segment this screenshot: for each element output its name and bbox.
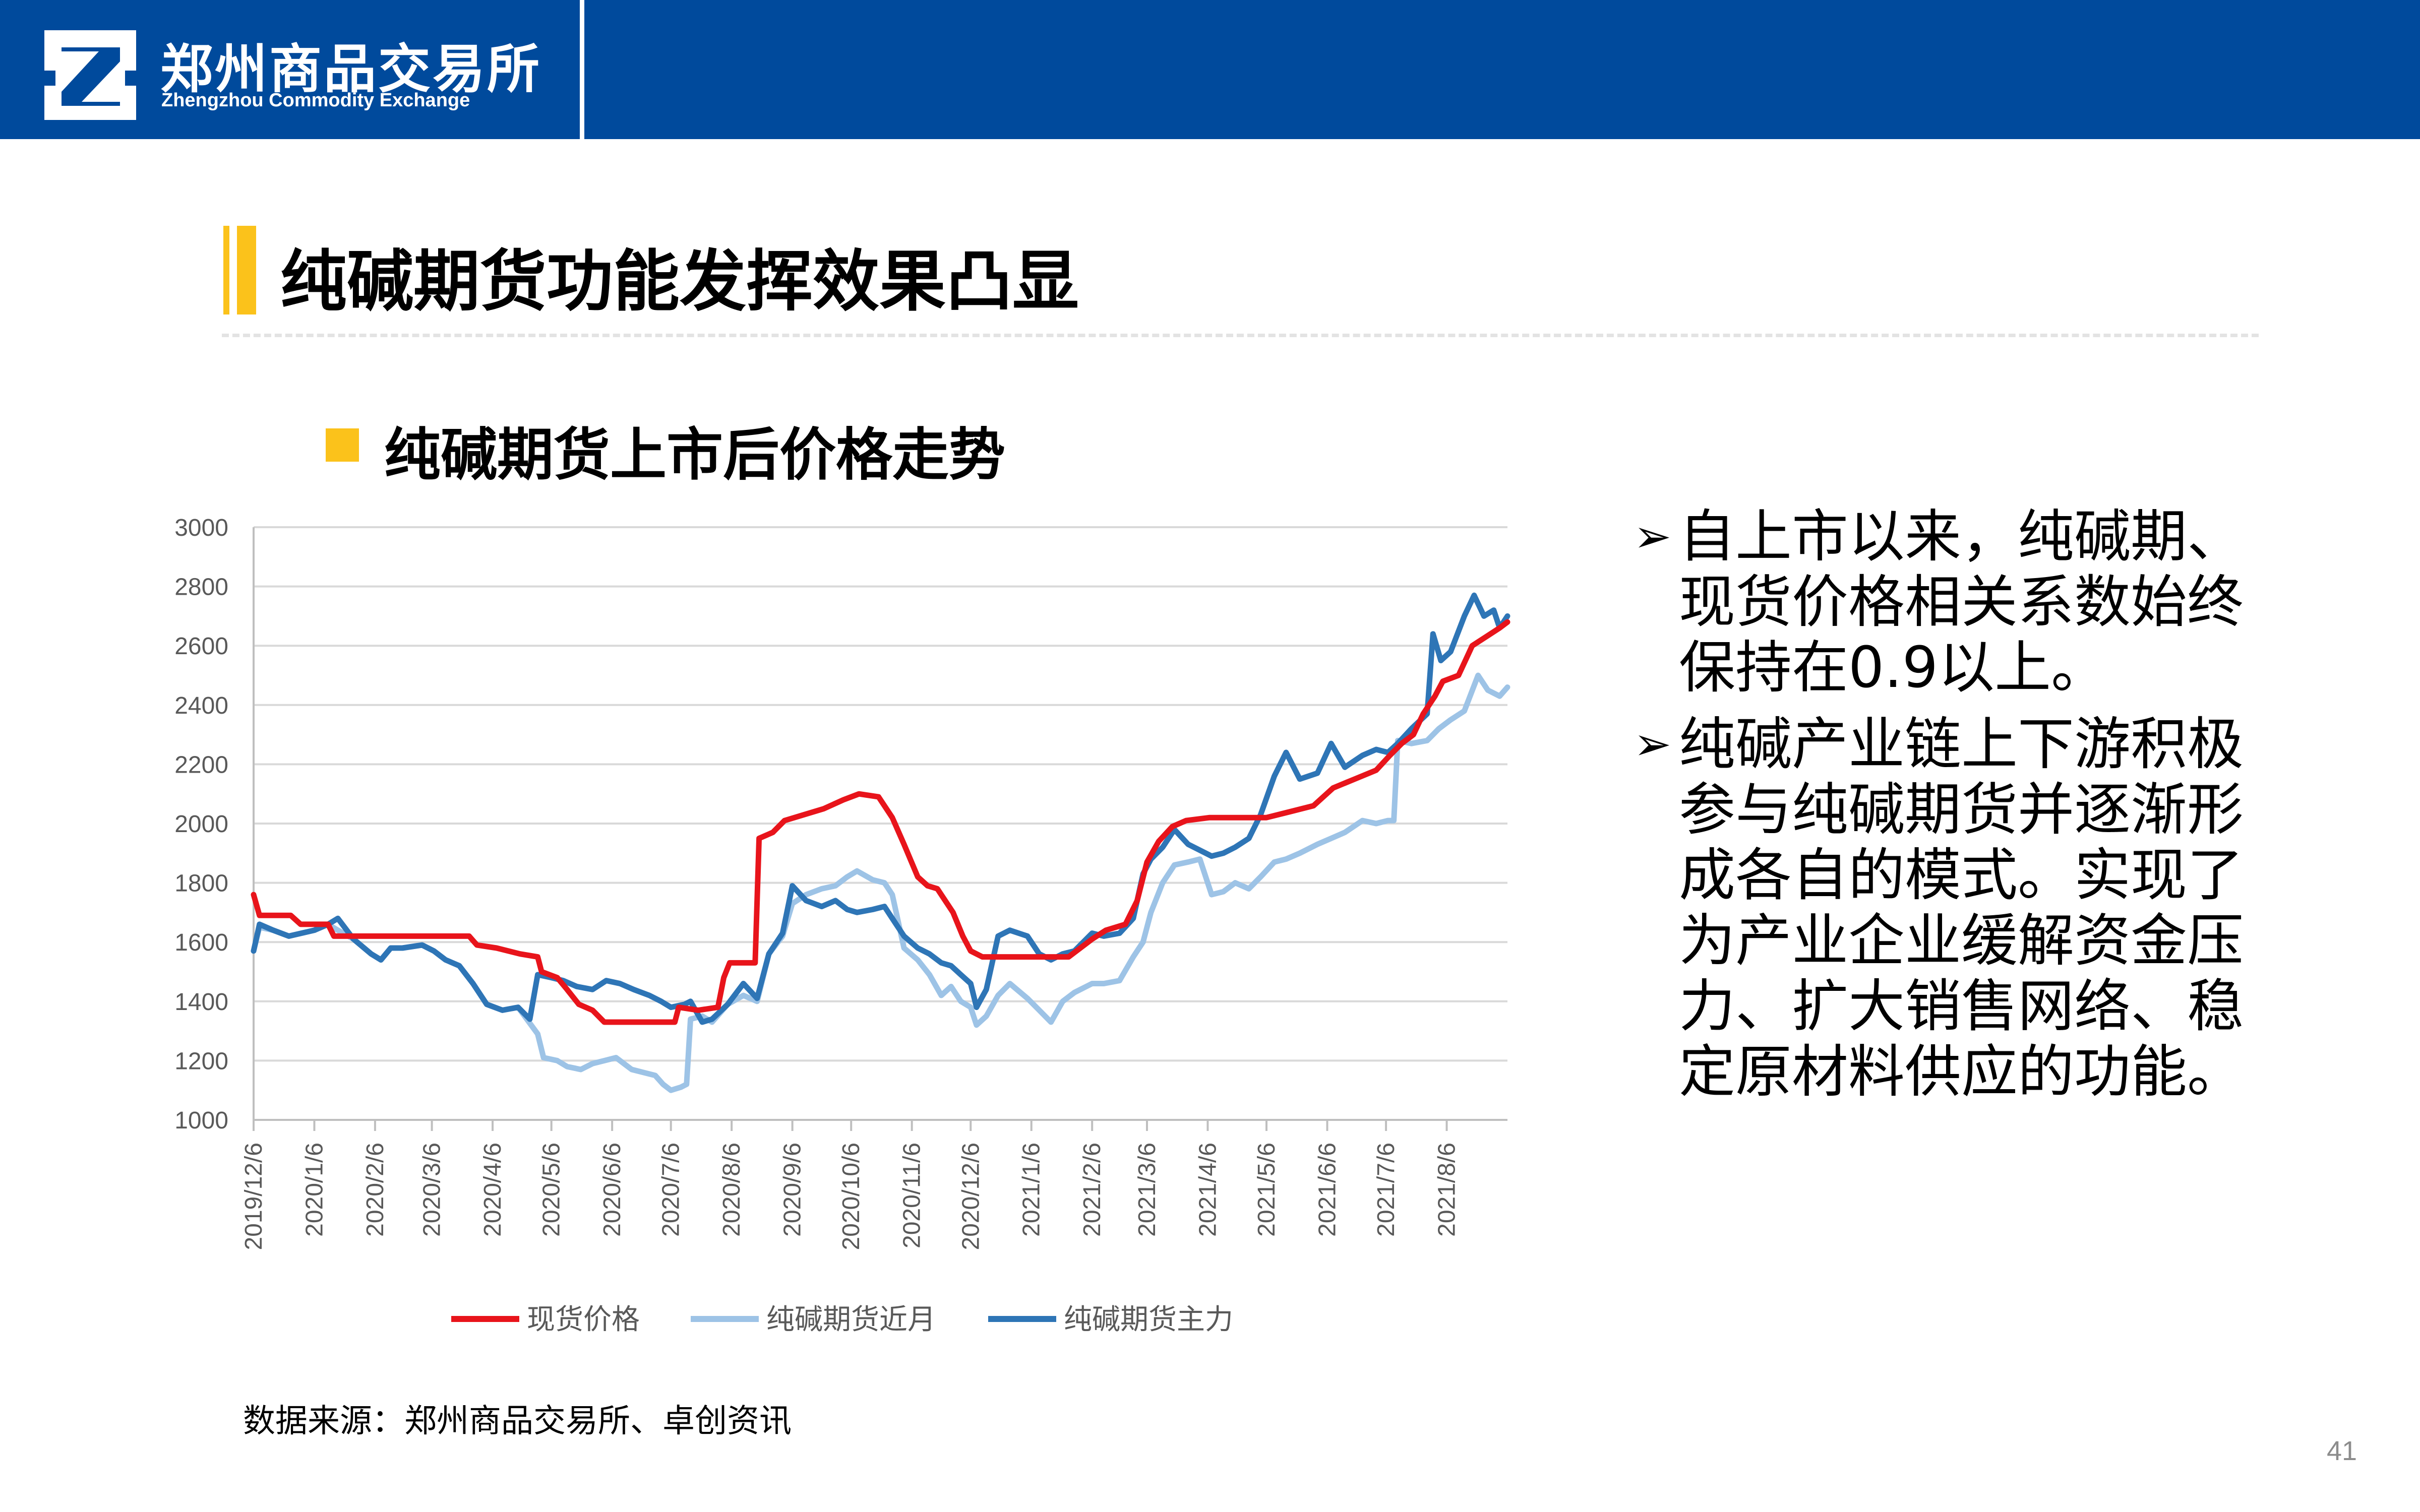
chart-series — [251, 592, 1510, 1093]
y-tick-label: 3000 — [174, 515, 228, 541]
bullet-text: 纯碱产业链上下游积极参与纯碱期货并逐渐形成各自的模式。实现了为产业企业缓解资金压… — [1679, 712, 2244, 1105]
y-tick-label: 1000 — [174, 1107, 228, 1134]
x-tick-label: 2020/12/6 — [957, 1143, 984, 1250]
legend-label: 现货价格 — [527, 1303, 640, 1336]
x-tick-label: 2021/4/6 — [1194, 1143, 1221, 1237]
x-tick-label: 2021/8/6 — [1434, 1143, 1461, 1237]
org-name-cn: 郑州商品交易所 — [160, 38, 542, 100]
y-axis-ticks: 1000 1200 1400 1600 1800 2000 2200 2400 2600 2800… — [174, 515, 228, 1134]
series-line-3 — [251, 592, 1510, 1025]
page-number: 41 — [2327, 1436, 2357, 1466]
title-accent-block — [237, 226, 256, 314]
x-tick-label: 2021/5/6 — [1253, 1143, 1280, 1237]
x-tick-label: 2020/2/6 — [362, 1143, 389, 1237]
x-tick-label: 2020/5/6 — [538, 1143, 565, 1237]
chart-grid — [253, 526, 1507, 1121]
x-tick-label: 2021/1/6 — [1018, 1143, 1045, 1237]
y-tick-label: 1800 — [174, 870, 228, 897]
x-tick-label: 2020/10/6 — [838, 1143, 865, 1250]
series-line-1 — [251, 619, 1510, 1025]
y-tick-label: 2200 — [174, 751, 228, 778]
legend-label: 纯碱期货主力 — [1064, 1303, 1233, 1336]
x-tick-label: 2020/3/6 — [419, 1143, 446, 1237]
title-accent-bar — [223, 226, 229, 314]
bullet-list: ➢ 自上市以来，纯碱期、现货价格相关系数始终保持在0.9以上。 ➢ 纯碱产业链上… — [1634, 504, 2390, 1105]
slide-title: 纯碱期货功能发挥效果凸显 — [280, 243, 1079, 321]
y-tick-label: 2400 — [174, 692, 228, 719]
bullet-arrow-icon: ➢ — [1634, 718, 1672, 771]
x-tick-label: 2021/6/6 — [1314, 1143, 1341, 1237]
x-tick-label: 2021/3/6 — [1134, 1143, 1161, 1237]
y-tick-label: 1400 — [174, 989, 228, 1016]
title-divider — [222, 334, 2259, 337]
subtitle-marker-icon — [326, 428, 359, 462]
x-tick-label: 2020/9/6 — [779, 1143, 806, 1237]
x-tick-label: 2020/6/6 — [599, 1143, 626, 1237]
x-tick-label: 2020/4/6 — [479, 1143, 506, 1237]
x-tick-label: 2020/1/6 — [301, 1143, 328, 1237]
bullet-arrow-icon: ➢ — [1634, 510, 1672, 563]
bullet-item: ➢ 自上市以来，纯碱期、现货价格相关系数始终保持在0.9以上。 — [1634, 504, 2390, 701]
data-source-note: 数据来源：郑州商品交易所、卓创资讯 — [243, 1403, 792, 1440]
chart-subtitle: 纯碱期货上市后价格走势 — [384, 422, 1005, 488]
bullet-item: ➢ 纯碱产业链上下游积极参与纯碱期货并逐渐形成各自的模式。实现了为产业企业缓解资… — [1634, 712, 2390, 1105]
org-name-en: Zhengzhou Commodity Exchange — [161, 90, 470, 111]
x-tick-label: 2020/7/6 — [658, 1143, 685, 1237]
header-bar: 郑州商品交易所 Zhengzhou Commodity Exchange — [0, 0, 2420, 139]
y-tick-label: 2000 — [174, 811, 228, 838]
header-divider — [580, 0, 584, 139]
y-tick-label: 1600 — [174, 929, 228, 956]
x-tick-label: 2020/8/6 — [718, 1143, 745, 1237]
y-tick-label: 1200 — [174, 1048, 228, 1075]
x-tick-label: 2021/7/6 — [1373, 1143, 1400, 1237]
x-tick-label: 2020/11/6 — [899, 1143, 926, 1248]
legend-label: 纯碱期货近月 — [766, 1303, 936, 1336]
bullet-text: 自上市以来，纯碱期、现货价格相关系数始终保持在0.9以上。 — [1679, 504, 2244, 701]
x-axis-ticks: 2019/12/6 2020/1/6 2020/2/6 2020/3/6 2020/4/… — [240, 1120, 1461, 1250]
exchange-logo-icon — [44, 30, 136, 120]
chart-legend: 现货价格 纯碱期货近月 纯碱期货主力 — [451, 1303, 1233, 1336]
x-tick-label: 2021/2/6 — [1079, 1143, 1106, 1237]
x-tick-label: 2019/12/6 — [240, 1143, 267, 1250]
y-tick-label: 2800 — [174, 574, 228, 601]
y-tick-label: 2600 — [174, 633, 228, 660]
